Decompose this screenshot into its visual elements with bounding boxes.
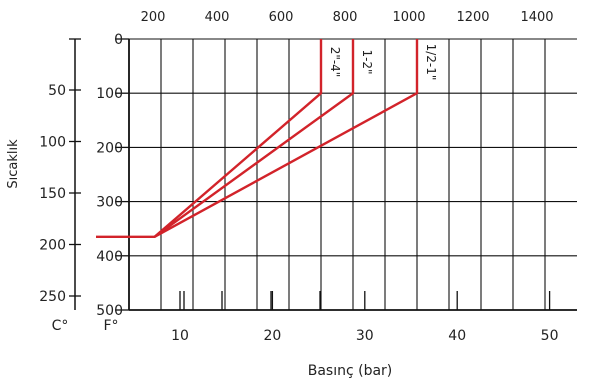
fahrenheit-tick-label: 300	[96, 195, 123, 211]
top-axis-ticks: 200 400 600 800 1000 1200 1400	[141, 10, 554, 25]
top-tick-label: 800	[333, 10, 358, 25]
top-tick-label: 600	[269, 10, 294, 25]
fahrenheit-axis-ticks: 0 100 200 300 400 500	[96, 32, 129, 319]
bottom-tick-label: 30	[356, 328, 374, 344]
celsius-tick-label: 250	[39, 289, 66, 305]
celsius-tick-label: 150	[39, 186, 66, 202]
top-tick-label: 200	[141, 10, 166, 25]
celsius-tick-label: 50	[48, 83, 66, 99]
fahrenheit-tick-label: 200	[96, 140, 123, 156]
fahrenheit-tick-label: 400	[96, 249, 123, 265]
fahrenheit-tick-label: 0	[114, 32, 123, 48]
series-label: 1-2"	[360, 49, 374, 74]
fahrenheit-tick-label: 100	[96, 86, 123, 102]
fahrenheit-unit-label: F°	[103, 318, 118, 334]
y-axis-label: Sıcaklık	[6, 139, 21, 189]
bottom-axis-ticks: 102030405060708090	[171, 291, 559, 344]
series-line	[153, 39, 355, 238]
series-line	[154, 39, 419, 238]
series-line	[96, 39, 323, 239]
bottom-tick-label: 20	[263, 328, 281, 344]
celsius-axis-ticks: 50 100 150 200 250	[39, 38, 81, 310]
axes	[128, 39, 577, 311]
series-lines	[96, 39, 419, 239]
top-tick-label: 1000	[392, 10, 425, 25]
bottom-tick-label: 10	[171, 328, 189, 344]
top-tick-label: 400	[205, 10, 230, 25]
top-tick-label: 1400	[520, 10, 553, 25]
x-axis-label: Basınç (bar)	[308, 363, 393, 379]
fahrenheit-tick-label: 500	[96, 303, 123, 319]
series-labels: 2"-4" 1-2" 1/2-1"	[328, 44, 438, 81]
celsius-tick-label: 200	[39, 238, 66, 254]
bottom-tick-label: 40	[448, 328, 466, 344]
series-label: 1/2-1"	[424, 44, 438, 81]
series-label: 2"-4"	[328, 47, 342, 78]
celsius-unit-label: C°	[52, 318, 69, 334]
top-tick-label: 1200	[456, 10, 489, 25]
celsius-tick-label: 100	[39, 135, 66, 151]
bottom-tick-label: 50	[541, 328, 559, 344]
